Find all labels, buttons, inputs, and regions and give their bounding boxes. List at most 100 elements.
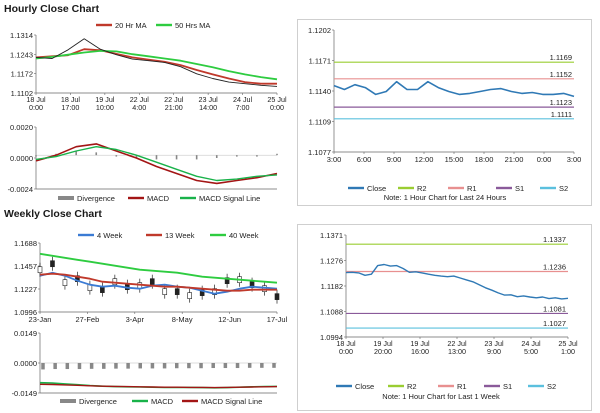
weekly-price-x-tick: 8-May xyxy=(172,315,193,324)
hourly-price-line xyxy=(35,50,278,81)
weekly-price-y-tick: 1.1227 xyxy=(14,285,37,294)
hourly-24h-s2-legend-label: S2 xyxy=(559,184,568,193)
weekly-macd-signal-line xyxy=(39,383,278,389)
hourly-24h-y-tick: 1.1109 xyxy=(309,118,331,127)
hourly-24h-y-tick: 1.1077 xyxy=(308,148,331,157)
weekly-1w-note: Note: 1 Hour Chart for Last 1 Week xyxy=(382,392,500,401)
hourly-24h-level-label: 1.1123 xyxy=(550,98,572,107)
weekly-1w-level-label: 1.1236 xyxy=(543,263,566,272)
hourly-signal-legend-label: MACD Signal Line xyxy=(199,194,260,203)
hourly-divergence-legend-label: Divergence xyxy=(77,194,115,203)
hourly-24h-x-tick: 15:00 xyxy=(445,155,464,164)
hourly-24h-x-tick: 3:00 xyxy=(567,155,582,164)
hourly-macd-y-tick: 0.0000 xyxy=(10,154,33,163)
hourly-price-x-tick: 25 Jul xyxy=(267,95,287,104)
hourly-price-x-tick: 24 Jul xyxy=(233,95,253,104)
weekly-candle-body xyxy=(50,260,55,268)
hourly-ma50-legend-label: 50 Hrs MA xyxy=(175,21,210,30)
weekly-1w-x-tick: 20:00 xyxy=(374,347,392,356)
weekly-1w-x-tick: 5:00 xyxy=(524,347,538,356)
weekly-macd-legend-label: MACD xyxy=(151,397,174,406)
weekly-1w-s1-legend-label: S1 xyxy=(503,382,512,391)
weekly-1w-x-tick: 23 Jul xyxy=(484,339,504,348)
weekly-1w-x-tick: 22 Jul xyxy=(447,339,467,348)
weekly-1w-y-tick: 1.1088 xyxy=(320,308,343,317)
hourly-24h-level-label: 1.1152 xyxy=(550,70,572,79)
hourly-24h-x-tick: 18:00 xyxy=(475,155,494,164)
weekly-1w-x-tick: 24 Jul xyxy=(521,339,541,348)
weekly-1w-x-tick: 19 Jul xyxy=(373,339,393,348)
hourly-24h-y-tick: 1.1171 xyxy=(309,57,331,66)
weekly-ma-line xyxy=(39,272,277,292)
weekly-signal-legend-label: MACD Signal Line xyxy=(201,397,262,406)
hourly-price-x-tick: 23 Jul xyxy=(199,95,219,104)
weekly-1w-close-legend-label: Close xyxy=(355,382,374,391)
weekly-1w-y-tick: 1.1276 xyxy=(320,257,343,266)
hourly-24h-note: Note: 1 Hour Chart for Last 24 Hours xyxy=(384,193,507,202)
hourly-macd-legend-label: MACD xyxy=(147,194,170,203)
hourly-24h-x-tick: 3:00 xyxy=(327,155,342,164)
weekly-price-x-tick: 27-Feb xyxy=(76,315,100,324)
weekly-1w-x-tick: 19 Jul xyxy=(410,339,430,348)
hourly-price-x-tick: 22 Jul xyxy=(130,95,150,104)
weekly-candle-body xyxy=(62,279,68,286)
hourly-price-y-tick: 1.1102 xyxy=(11,89,33,98)
weekly-candle-body xyxy=(149,278,155,285)
weekly-4w-legend-label: 4 Week xyxy=(97,231,123,240)
hourly-24h-close-legend-label: Close xyxy=(367,184,386,193)
weekly-1w-y-tick: 1.1182 xyxy=(321,282,343,291)
hourly-24h-x-tick: 9:00 xyxy=(387,155,402,164)
hourly-24h-y-tick: 1.1202 xyxy=(308,26,331,35)
weekly-1w-x-tick: 9:00 xyxy=(487,347,501,356)
hourly-price-x-tick: 21:00 xyxy=(165,103,183,112)
hourly-macd-signal-line xyxy=(35,145,278,182)
weekly-1w-s2-legend-label: S2 xyxy=(547,382,556,391)
weekly-price-y-tick: 1.1688 xyxy=(14,239,37,248)
weekly-macd-y-tick: 0.0149 xyxy=(14,329,37,338)
hourly-24h-x-tick: 21:00 xyxy=(505,155,524,164)
hourly-price-y-tick: 1.1172 xyxy=(11,70,33,79)
weekly-1w-close-line xyxy=(345,263,569,300)
hourly-24h-frame xyxy=(297,19,592,206)
hourly-ma20-legend-label: 20 Hr MA xyxy=(115,21,147,30)
hourly-24h-level-label: 1.1111 xyxy=(551,110,572,119)
weekly-1w-x-tick: 1:00 xyxy=(561,347,575,356)
weekly-1w-x-tick: 13:00 xyxy=(448,347,466,356)
hourly-24h-close-line xyxy=(333,80,575,98)
weekly-divergence-legend-label: Divergence xyxy=(79,397,117,406)
hourly-price-y-tick: 1.1314 xyxy=(10,31,33,40)
hourly-24h-x-tick: 12:00 xyxy=(415,155,434,164)
weekly-macd-y-tick: -0.0149 xyxy=(12,389,37,398)
hourly-price-x-tick: 18 Jul xyxy=(61,95,81,104)
weekly-price-y-tick: 1.0996 xyxy=(14,308,37,317)
weekly-price-x-tick: 3-Apr xyxy=(126,315,145,324)
hourly-24h-r2-legend-label: R2 xyxy=(417,184,427,193)
weekly-1w-x-tick: 0:00 xyxy=(339,347,353,356)
hourly-24h-s1-legend-label: S1 xyxy=(515,184,524,193)
hourly-price-x-tick: 19 Jul xyxy=(95,95,115,104)
weekly-candle-body xyxy=(212,288,217,295)
hourly-price-x-tick: 7:00 xyxy=(236,103,250,112)
weekly-1w-y-tick: 1.1371 xyxy=(320,231,343,240)
weekly-1w-r2-legend-label: R2 xyxy=(407,382,417,391)
weekly-candle-body xyxy=(162,288,168,295)
hourly-price-x-tick: 18 Jul xyxy=(26,95,46,104)
weekly-1w-level-label: 1.1027 xyxy=(543,319,566,328)
weekly-40w-legend-label: 40 Week xyxy=(229,231,259,240)
hourly-macd-y-tick: 0.0020 xyxy=(10,123,33,132)
hourly-24h-y-tick: 1.1140 xyxy=(309,87,331,96)
weekly-1w-x-tick: 18 Jul xyxy=(336,339,356,348)
hourly-24h-r1-legend-label: R1 xyxy=(467,184,477,193)
hourly-price-x-tick: 4:00 xyxy=(132,103,146,112)
weekly-1w-level-label: 1.1081 xyxy=(543,304,566,313)
hourly-price-x-tick: 22 Jul xyxy=(164,95,184,104)
weekly-candle-body xyxy=(75,275,80,282)
hourly-24h-x-tick: 6:00 xyxy=(357,155,372,164)
weekly-price-x-tick: 17-Jul xyxy=(267,315,288,324)
weekly-1w-level-label: 1.1337 xyxy=(543,235,566,244)
weekly-candle-body xyxy=(249,281,255,288)
hourly-24h-x-tick: 0:00 xyxy=(537,155,552,164)
hourly-price-x-tick: 14:00 xyxy=(199,103,217,112)
weekly-ma-line xyxy=(39,252,278,284)
weekly-1w-y-tick: 1.0994 xyxy=(320,333,343,342)
